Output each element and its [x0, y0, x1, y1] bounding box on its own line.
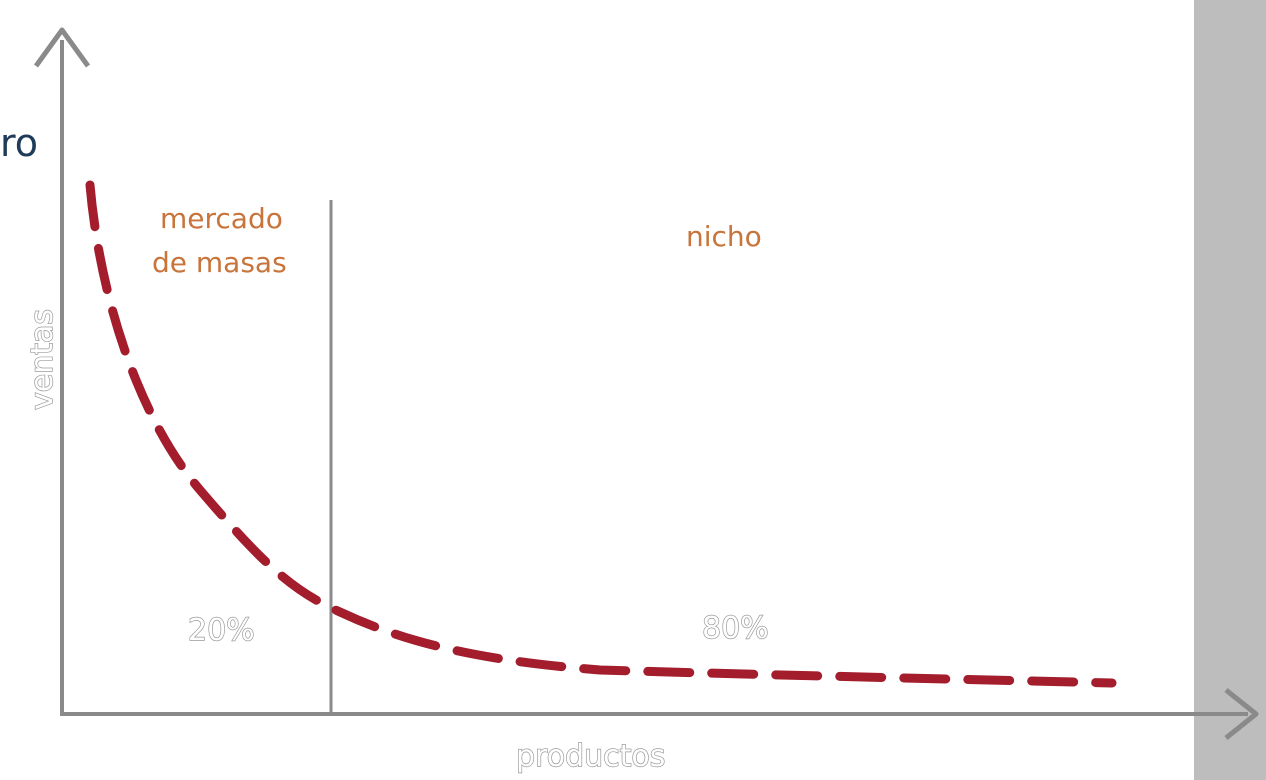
gray-side-panel [1194, 0, 1266, 780]
percent-80: 80% [702, 611, 769, 646]
label-de-masas: de masas [152, 246, 287, 279]
truncated-title-text: ro [0, 121, 39, 165]
x-axis-label: productos [516, 739, 665, 774]
x-axis-arrowhead [1224, 688, 1259, 740]
y-axis-label: ventas [25, 309, 60, 410]
label-mercado: mercado [160, 202, 283, 235]
long-tail-curve [85, 180, 1117, 688]
percent-20: 20% [188, 613, 255, 648]
label-nicho: nicho [686, 220, 762, 253]
y-axis-arrowhead [33, 27, 91, 68]
